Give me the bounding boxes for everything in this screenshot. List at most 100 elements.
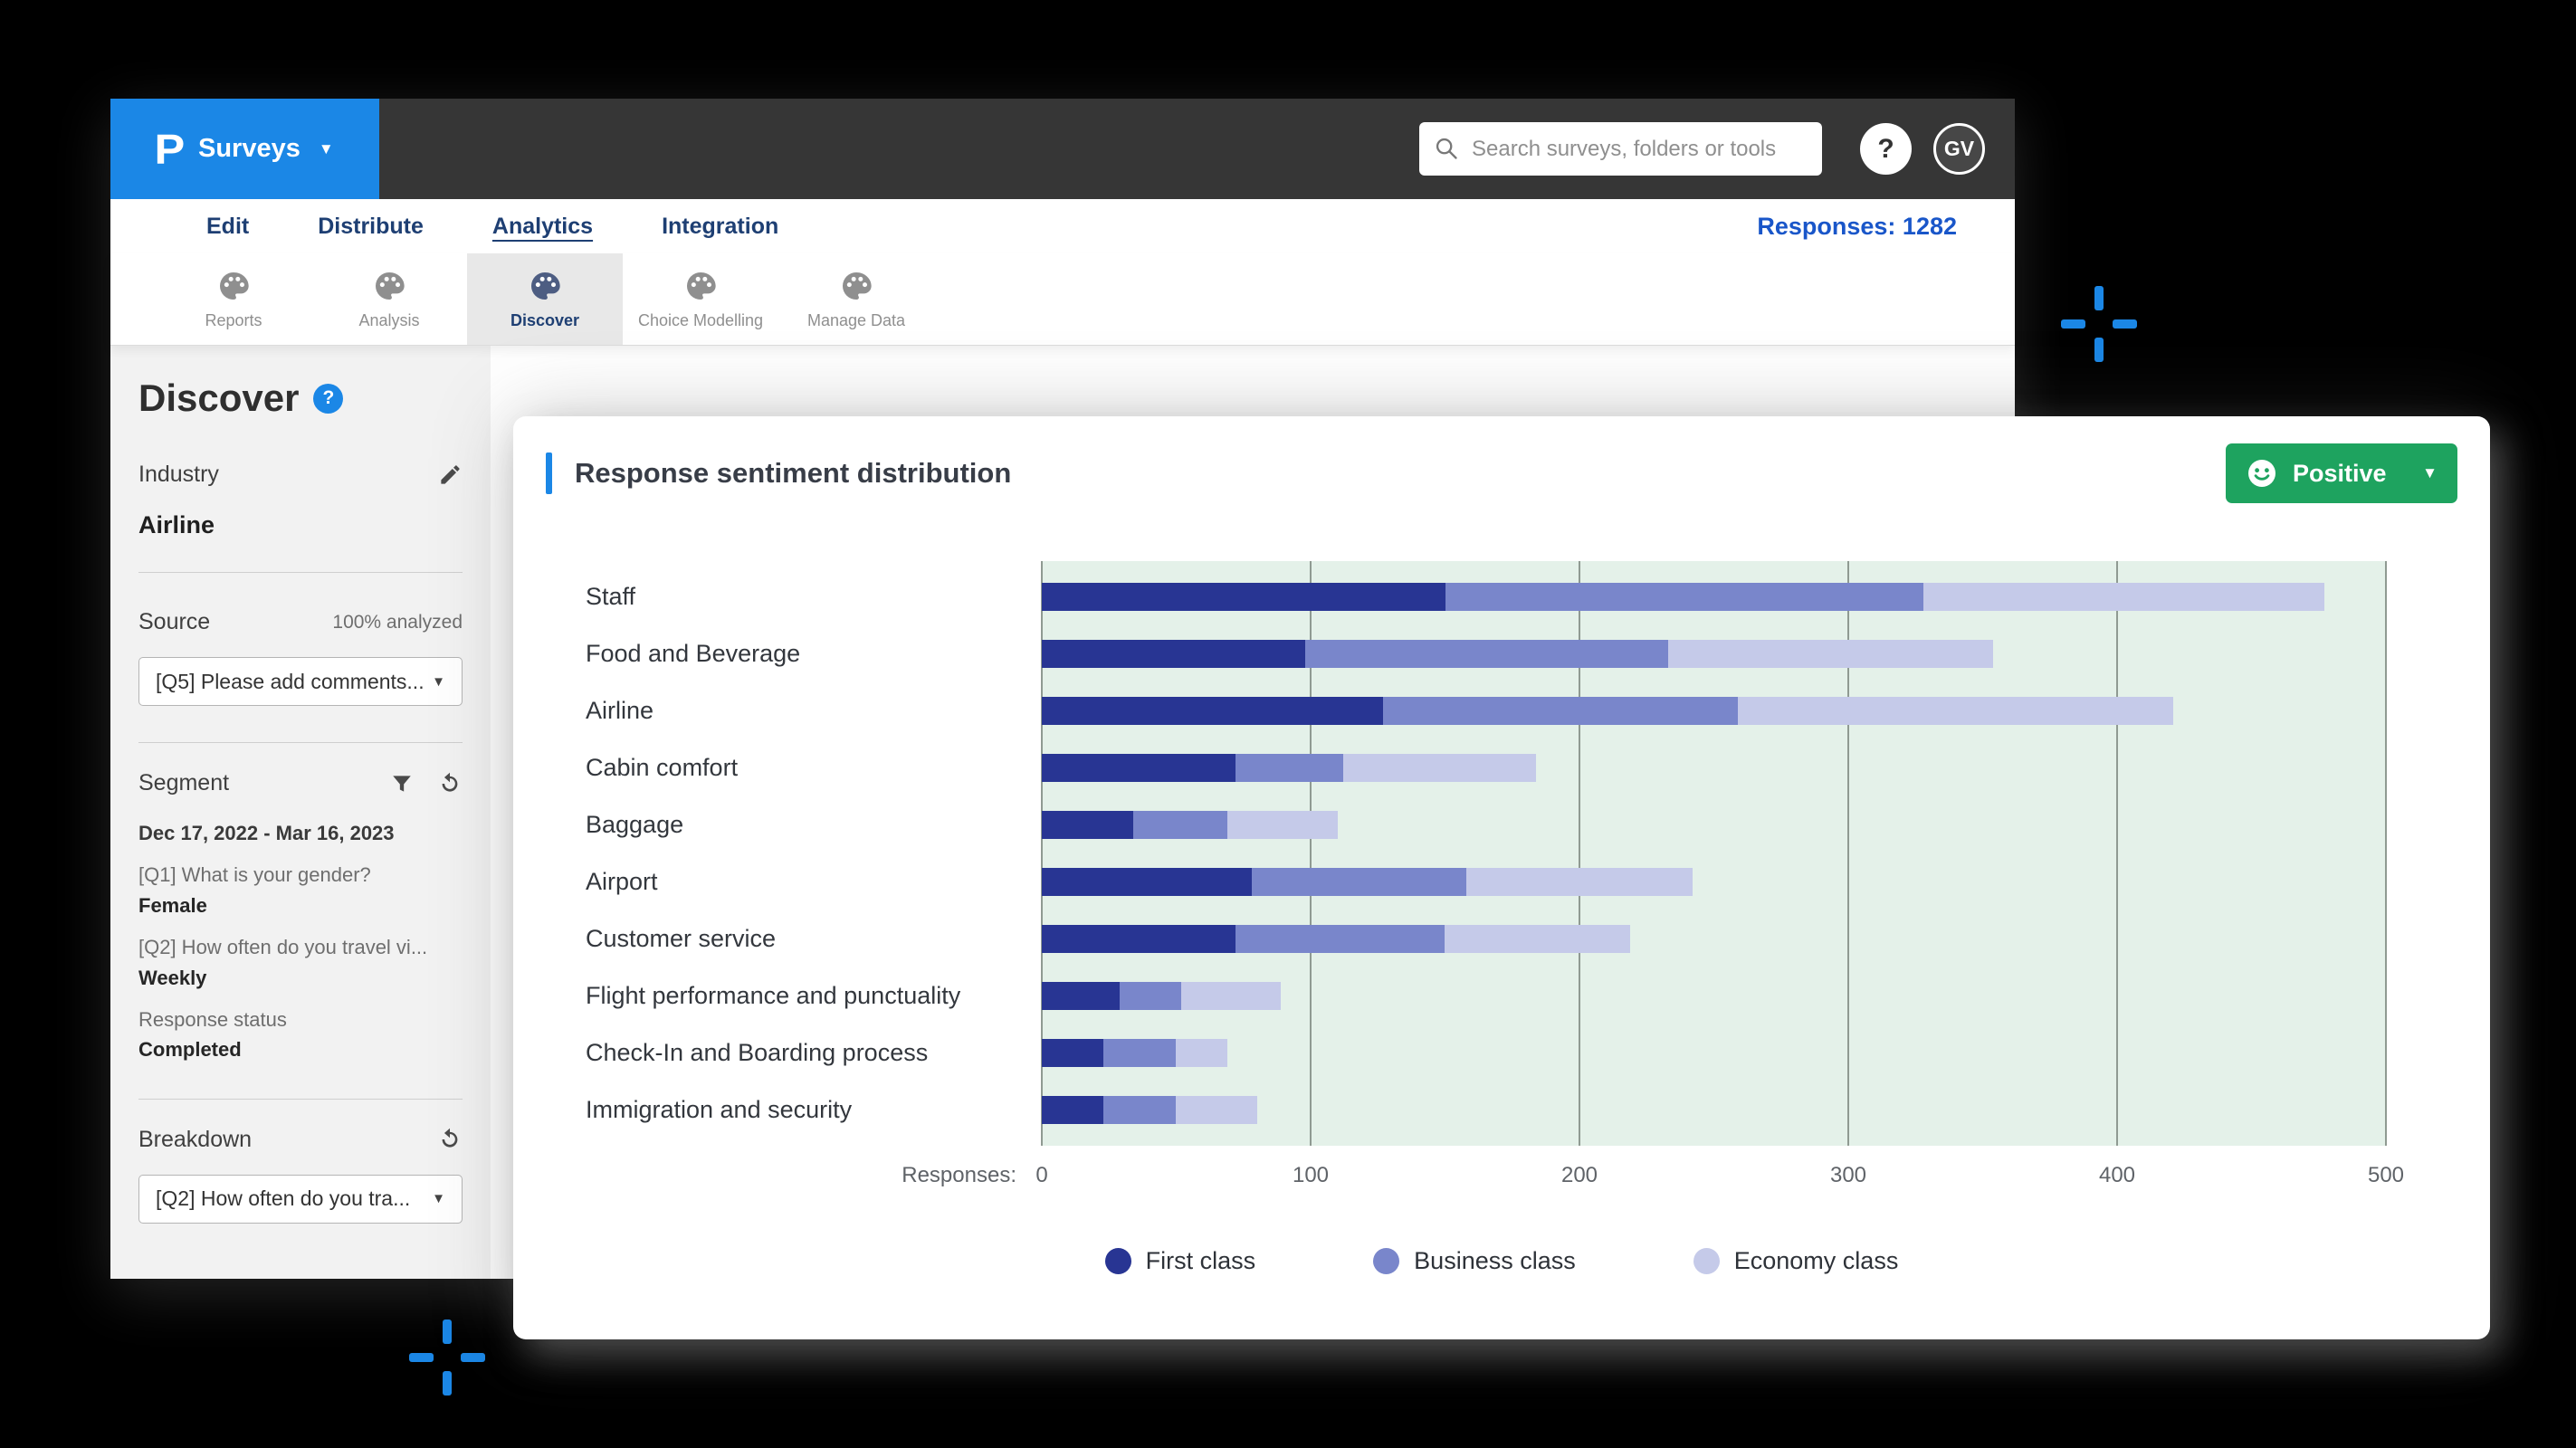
legend-label: First class	[1145, 1247, 1256, 1274]
bar-segment-business-class[interactable]	[1305, 640, 1668, 668]
chevron-down-icon: ▼	[318, 139, 334, 157]
nav-edit[interactable]: Edit	[206, 213, 250, 239]
bar-segment-business-class[interactable]	[1383, 697, 1739, 725]
legend-item-economy-class[interactable]: Economy class	[1693, 1247, 1899, 1275]
chart-row: Airport	[513, 853, 2490, 910]
segment-date-range: Dec 17, 2022 - Mar 16, 2023	[138, 822, 395, 844]
x-axis-label: Responses:	[902, 1163, 1016, 1187]
tab-label: Analysis	[358, 311, 420, 329]
bar-segment-first-class[interactable]	[1042, 982, 1121, 1010]
breakdown-label: Breakdown	[138, 1126, 253, 1152]
analytics-toolbar: Reports Analysis Discover Choice Modelli…	[110, 253, 2015, 346]
sentiment-card: Response sentiment distribution Positive…	[513, 416, 2490, 1339]
tab-reports[interactable]: Reports	[156, 253, 311, 345]
bar-segment-economy-class[interactable]	[1466, 868, 1693, 896]
legend-label: Economy class	[1733, 1247, 1899, 1274]
sentiment-filter-button[interactable]: Positive ▼	[2226, 443, 2457, 503]
legend-dot	[1104, 1248, 1131, 1274]
questionpro-logo: P	[154, 125, 186, 173]
reset-icon[interactable]	[437, 771, 463, 796]
segment-question: Response status	[138, 1007, 287, 1031]
palette-icon	[842, 272, 872, 300]
bar-track	[1042, 754, 2386, 782]
bar-track	[1042, 640, 2386, 668]
bar-segment-economy-class[interactable]	[1181, 982, 1282, 1010]
bar-segment-economy-class[interactable]	[1176, 1039, 1227, 1067]
gridline	[1847, 561, 1849, 1146]
segment-answer: Weekly	[138, 966, 207, 989]
chart-legend: First class Business class Economy class	[513, 1247, 2490, 1275]
palette-icon	[530, 272, 560, 300]
legend-item-first-class[interactable]: First class	[1104, 1247, 1256, 1275]
axis-tick: 200	[1560, 1163, 1598, 1187]
segment-label: Segment	[138, 770, 230, 795]
bar-segment-economy-class[interactable]	[1445, 925, 1631, 953]
nav-integration[interactable]: Integration	[662, 213, 779, 239]
tab-discover[interactable]: Discover	[467, 253, 623, 345]
bar-segment-economy-class[interactable]	[1738, 697, 2174, 725]
search-icon	[1436, 138, 1457, 159]
bar-segment-business-class[interactable]	[1103, 1096, 1177, 1124]
bar-segment-first-class[interactable]	[1042, 868, 1252, 896]
bar-segment-economy-class[interactable]	[1923, 583, 2324, 611]
card-header: Response sentiment distribution Positive…	[513, 416, 2490, 503]
chart-rows: Staff Food and Beverage Airline Cabin comfo…	[513, 561, 2490, 1146]
category-label: Staff	[586, 583, 636, 610]
plot-area: Staff Food and Beverage Airline Cabin comfo…	[513, 561, 2490, 1146]
bar-segment-business-class[interactable]	[1103, 1039, 1177, 1067]
bar-segment-business-class[interactable]	[1445, 583, 1924, 611]
edit-pencil-icon[interactable]	[438, 462, 463, 487]
tab-choice-modelling[interactable]: Choice Modelling	[623, 253, 778, 345]
tab-manage-data[interactable]: Manage Data	[778, 253, 934, 345]
surveys-menu-button[interactable]: P Surveys ▼	[110, 99, 379, 199]
bar-segment-business-class[interactable]	[1235, 754, 1343, 782]
gridline	[2385, 561, 2387, 1146]
bar-segment-first-class[interactable]	[1042, 583, 1445, 611]
search-input[interactable]	[1419, 122, 1822, 176]
chart-row: Baggage	[513, 796, 2490, 853]
bar-segment-economy-class[interactable]	[1667, 640, 1994, 668]
bar-segment-business-class[interactable]	[1251, 868, 1467, 896]
nav-analytics[interactable]: Analytics	[491, 213, 594, 239]
avatar-initials: GV	[1943, 137, 1975, 160]
chart-row: Airline	[513, 682, 2490, 739]
bar-segment-first-class[interactable]	[1042, 925, 1236, 953]
help-badge[interactable]: ?	[313, 383, 344, 414]
crosshair-decoration	[2061, 286, 2137, 362]
tab-label: Manage Data	[806, 311, 906, 329]
breakdown-question-dropdown[interactable]: [Q2] How often do you tra... ▼	[138, 1174, 463, 1224]
bar-track	[1042, 868, 2386, 896]
reset-icon[interactable]	[437, 1127, 463, 1152]
bar-segment-economy-class[interactable]	[1226, 811, 1338, 839]
legend-item-business-class[interactable]: Business class	[1373, 1247, 1576, 1275]
axis-tick: 300	[1829, 1163, 1867, 1187]
bar-segment-business-class[interactable]	[1235, 925, 1445, 953]
filter-icon[interactable]	[390, 772, 414, 795]
bar-segment-business-class[interactable]	[1120, 982, 1182, 1010]
divider	[138, 1098, 463, 1100]
bar-segment-economy-class[interactable]	[1342, 754, 1537, 782]
segment-answer: Completed	[138, 1038, 242, 1062]
bar-segment-first-class[interactable]	[1042, 640, 1306, 668]
bar-segment-first-class[interactable]	[1042, 754, 1236, 782]
help-label: ?	[1877, 133, 1894, 164]
bar-segment-business-class[interactable]	[1132, 811, 1227, 839]
chart-row: Food and Beverage	[513, 625, 2490, 682]
industry-label: Industry	[138, 462, 219, 487]
bar-segment-first-class[interactable]	[1042, 1039, 1104, 1067]
chart-row: Cabin comfort	[513, 739, 2490, 796]
gridline	[2116, 561, 2118, 1146]
category-label: Airport	[586, 868, 658, 895]
segment-list: Dec 17, 2022 - Mar 16, 2023 [Q1] What is…	[138, 822, 463, 1062]
bar-segment-first-class[interactable]	[1042, 697, 1384, 725]
source-question-dropdown[interactable]: [Q5] Please add comments... ▼	[138, 657, 463, 706]
help-button[interactable]: ?	[1860, 123, 1912, 175]
segment-question: [Q2] How often do you travel vi...	[138, 936, 428, 959]
tab-analysis[interactable]: Analysis	[311, 253, 467, 345]
nav-distribute[interactable]: Distribute	[318, 213, 424, 239]
chart-row: Check-In and Boarding process	[513, 1024, 2490, 1081]
bar-segment-first-class[interactable]	[1042, 811, 1133, 839]
avatar[interactable]: GV	[1933, 123, 1985, 175]
bar-segment-economy-class[interactable]	[1176, 1096, 1257, 1124]
bar-segment-first-class[interactable]	[1042, 1096, 1104, 1124]
